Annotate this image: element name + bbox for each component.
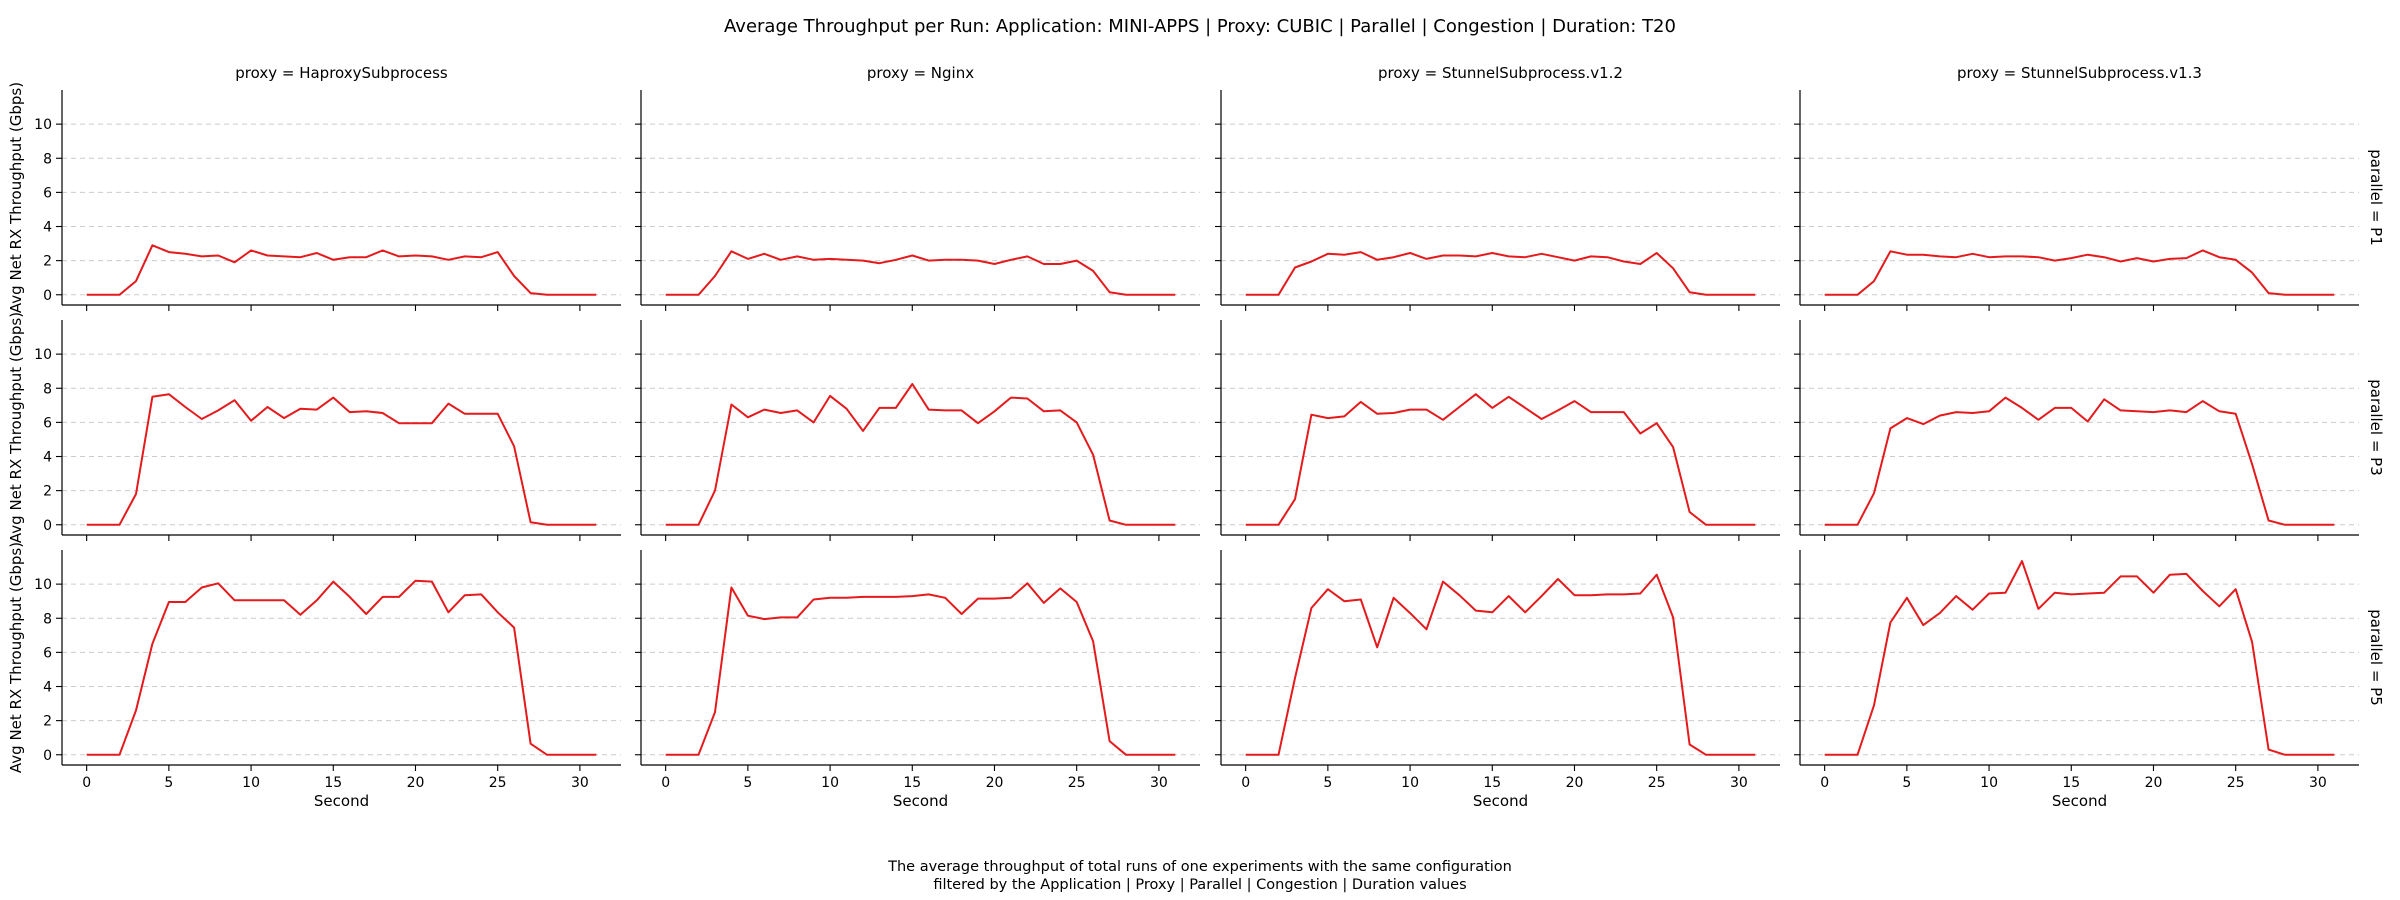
series-line [665, 250, 1176, 296]
x-tick-label: 30 [1730, 775, 1748, 791]
x-tick-label: 0 [661, 775, 670, 791]
row-title: parallel = P5 [2367, 609, 2385, 706]
y-tick-label: 4 [43, 450, 52, 466]
x-tick-label: 25 [489, 775, 507, 791]
series-line [1245, 393, 1756, 526]
y-tick-label: 0 [43, 288, 52, 304]
x-tick-label: 0 [1241, 775, 1250, 791]
row-title: parallel = P3 [2367, 379, 2385, 476]
panel-r3-c1: 0 2 4 6 8 10 0 5 10 15 20 25 30 Second Avg Net RX Thro… [7, 542, 621, 810]
column-title: proxy = Nginx [867, 64, 974, 82]
x-tick-label: 15 [1483, 775, 1501, 791]
panel-r3-c3: 0 5 10 15 20 25 30 Second [1215, 550, 1780, 810]
x-axis-label: Second [1473, 792, 1528, 810]
x-tick-label: 5 [164, 775, 173, 791]
x-tick-label: 15 [2062, 775, 2080, 791]
chart-caption-line-1: The average throughput of total runs of … [887, 859, 1512, 875]
x-tick-label: 15 [903, 775, 921, 791]
series-line [86, 244, 597, 296]
chart-caption-line-2: filtered by the Application | Proxy | Pa… [933, 877, 1466, 893]
panel-r2-c3 [1215, 320, 1780, 541]
x-tick-label: 10 [242, 775, 260, 791]
x-tick-label: 20 [407, 775, 425, 791]
y-tick-label: 10 [34, 347, 52, 363]
x-tick-label: 20 [986, 775, 1004, 791]
panel-r1-c3: proxy = StunnelSubprocess.v1.2 [1215, 64, 1780, 311]
x-tick-label: 25 [1068, 775, 1086, 791]
y-tick-label: 8 [43, 151, 52, 167]
y-tick-label: 8 [43, 611, 52, 627]
x-tick-label: 10 [1401, 775, 1419, 791]
y-axis-label: Avg Net RX Throughput (Gbps) [7, 542, 25, 773]
facet-panels: 0 2 4 6 8 10 proxy = HaproxySubprocess Avg Net … [7, 64, 2385, 810]
x-tick-label: 10 [821, 775, 839, 791]
panel-r3-c4: 0 5 10 15 20 25 30 Second parallel = P5 [1794, 550, 2385, 810]
x-tick-label: 20 [1566, 775, 1584, 791]
y-tick-label: 8 [43, 381, 52, 397]
series-line [1245, 573, 1756, 756]
series-line [86, 393, 597, 526]
y-tick-label: 2 [43, 714, 52, 730]
row-title: parallel = P1 [2367, 149, 2385, 246]
column-title: proxy = HaproxySubprocess [235, 64, 448, 82]
y-tick-label: 4 [43, 680, 52, 696]
y-tick-label: 0 [43, 748, 52, 764]
x-axis-label: Second [2052, 792, 2107, 810]
x-tick-label: 0 [82, 775, 91, 791]
y-tick-label: 6 [43, 645, 52, 661]
x-tick-label: 5 [1902, 775, 1911, 791]
x-tick-label: 30 [2309, 775, 2327, 791]
panel-r3-c2: 0 5 10 15 20 25 30 Second [635, 550, 1200, 810]
series-line [665, 383, 1176, 526]
panel-r1-c4: proxy = StunnelSubprocess.v1.3 parallel =… [1794, 64, 2385, 311]
panel-r1-c2: proxy = Nginx [635, 64, 1200, 311]
series-line [665, 582, 1176, 756]
x-tick-label: 5 [743, 775, 752, 791]
panel-r1-c1: 0 2 4 6 8 10 proxy = HaproxySubprocess Avg Net … [7, 64, 621, 313]
y-axis-label: Avg Net RX Throughput (Gbps) [7, 312, 25, 543]
chart-title: Average Throughput per Run: Application:… [724, 16, 1676, 37]
x-tick-label: 30 [1150, 775, 1168, 791]
x-tick-label: 25 [2227, 775, 2245, 791]
x-tick-label: 30 [571, 775, 589, 791]
x-tick-label: 10 [1980, 775, 1998, 791]
x-tick-label: 20 [2145, 775, 2163, 791]
x-tick-label: 5 [1323, 775, 1332, 791]
column-title: proxy = StunnelSubprocess.v1.3 [1957, 64, 2202, 82]
y-tick-label: 4 [43, 220, 52, 236]
series-line [86, 579, 597, 756]
y-tick-label: 6 [43, 185, 52, 201]
panel-r2-c2 [635, 320, 1200, 541]
series-line [1245, 251, 1756, 296]
y-axis-label: Avg Net RX Throughput (Gbps) [7, 82, 25, 313]
column-title: proxy = StunnelSubprocess.v1.2 [1378, 64, 1623, 82]
panel-r2-c1: 0 2 4 6 8 10 Avg Net RX Throughput (Gbps) [7, 312, 621, 543]
x-axis-label: Second [893, 792, 948, 810]
x-axis-label: Second [314, 792, 369, 810]
x-tick-label: 15 [324, 775, 342, 791]
series-line [1824, 560, 2335, 756]
panel-r2-c4: parallel = P3 [1794, 320, 2385, 541]
y-tick-label: 10 [34, 577, 52, 593]
x-tick-label: 25 [1648, 775, 1666, 791]
y-tick-label: 6 [43, 415, 52, 431]
x-tick-label: 0 [1820, 775, 1829, 791]
y-tick-label: 0 [43, 518, 52, 534]
y-tick-label: 10 [34, 117, 52, 133]
series-line [1824, 396, 2335, 526]
series-line [1824, 249, 2335, 296]
y-tick-label: 2 [43, 254, 52, 270]
y-tick-label: 2 [43, 484, 52, 500]
